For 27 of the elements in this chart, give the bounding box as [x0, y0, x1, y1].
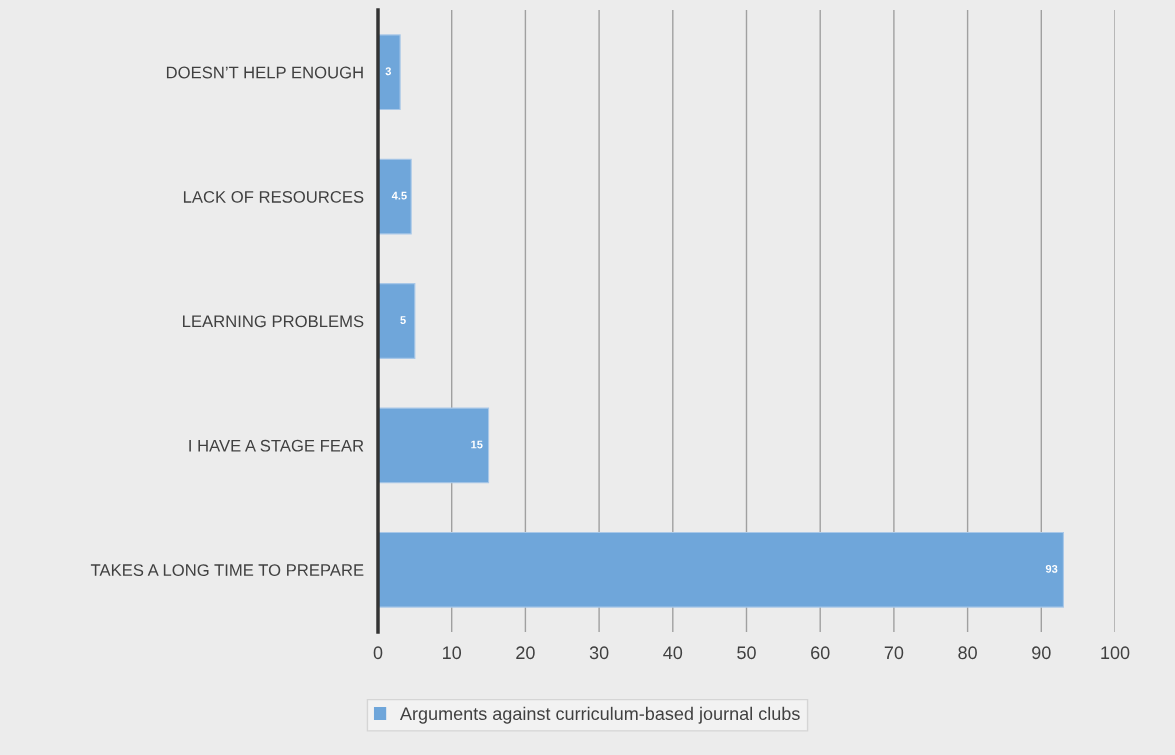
data-label: 93	[1045, 564, 1058, 573]
y-tick-label: DOESN’T HELP ENOUGH	[166, 66, 363, 79]
x-tick-label: 50	[737, 646, 756, 660]
x-tick-label: 30	[589, 646, 609, 660]
x-tick-label: 60	[811, 646, 830, 660]
bar	[378, 283, 416, 359]
y-tick-label: I HAVE A STAGE FEAR	[189, 439, 364, 452]
y-tick-label: LEARNING PROBLEMS	[183, 315, 364, 328]
data-label: 4.5	[391, 191, 407, 200]
data-label: 5	[400, 316, 406, 324]
x-tick-label: 100	[1101, 646, 1130, 660]
x-tick-label: 70	[884, 646, 904, 660]
data-label: 3	[385, 67, 392, 76]
bar	[378, 158, 412, 235]
bar	[378, 531, 1064, 608]
x-tick-label: 90	[1032, 646, 1051, 660]
y-tick-label: TAKES A LONG TIME TO PREPARE	[90, 564, 364, 576]
bar	[378, 34, 401, 111]
y-tick-label: LACK OF RESOURCES	[183, 191, 364, 203]
data-label: 15	[471, 440, 483, 449]
x-tick-label: 20	[516, 646, 535, 660]
legend-label: Arguments against curriculum-based journal clubs	[399, 706, 800, 724]
x-tick-label: 80	[958, 646, 977, 660]
x-tick-label: 10	[443, 646, 462, 660]
x-tick-label: 40	[663, 646, 683, 660]
bar	[378, 407, 490, 484]
x-tick-label: 0	[373, 646, 383, 660]
